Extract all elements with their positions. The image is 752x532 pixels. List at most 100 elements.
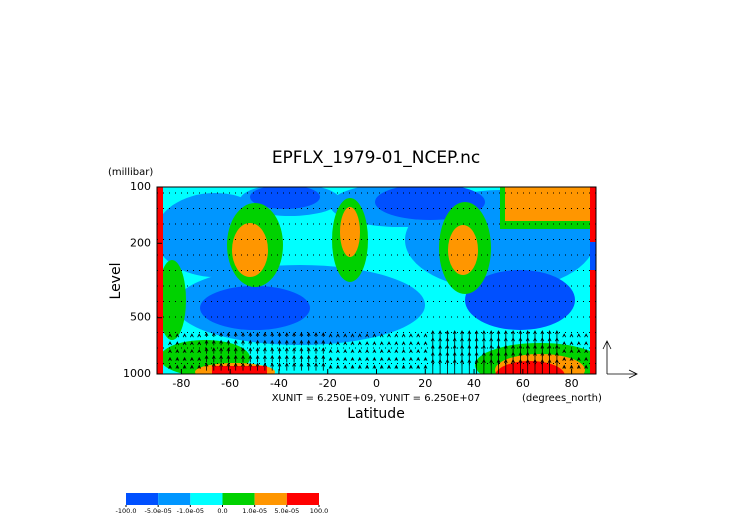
vector-arrow xyxy=(343,364,348,369)
contour-region xyxy=(200,286,310,330)
vector-arrow xyxy=(372,333,377,338)
vector-note: XUNIT = 6.250E+09, YUNIT = 6.250E+07 xyxy=(272,393,481,404)
vector-arrow xyxy=(569,333,574,338)
vector-arrow xyxy=(584,364,588,369)
vector-arrow xyxy=(248,354,253,363)
vector-arrow xyxy=(401,364,406,369)
x-tick-label: 20 xyxy=(418,377,432,390)
vector-arrow xyxy=(277,354,282,363)
vector-arrow xyxy=(387,356,391,361)
vector-arrow xyxy=(547,358,552,375)
vector-arrow xyxy=(182,333,187,338)
vector-arrow xyxy=(255,339,260,346)
vector-arrow xyxy=(409,364,413,369)
vector-arrow xyxy=(219,339,223,346)
vector-arrow xyxy=(343,356,348,361)
vector-arrow xyxy=(445,358,450,375)
vector-arrow xyxy=(255,362,260,371)
vector-arrow xyxy=(190,341,194,346)
reference-arrow-x xyxy=(607,369,638,379)
vector-arrow xyxy=(248,347,253,354)
vector-arrow xyxy=(314,362,318,371)
vector-arrow xyxy=(372,364,377,369)
vector-arrow xyxy=(569,364,574,369)
vector-arrow xyxy=(219,332,223,337)
vector-arrow xyxy=(211,332,216,337)
contour-region xyxy=(158,260,186,340)
vector-arrow xyxy=(284,347,289,354)
contour-region xyxy=(340,207,360,257)
vector-arrow xyxy=(489,358,494,375)
vector-arrow xyxy=(416,356,421,361)
vector-arrow xyxy=(168,364,172,369)
vector-arrow xyxy=(292,332,296,337)
vector-arrow xyxy=(452,358,457,375)
vector-arrow xyxy=(168,341,172,346)
vector-arrow xyxy=(336,356,340,361)
vector-arrow xyxy=(263,362,267,371)
vector-arrow xyxy=(219,362,223,371)
colorbar-label: -100.0 xyxy=(116,507,137,515)
vector-arrow xyxy=(241,339,245,346)
vector-arrow xyxy=(197,364,202,369)
vector-arrow xyxy=(211,362,216,371)
vector-arrow xyxy=(423,333,428,338)
vector-arrow xyxy=(372,348,377,354)
vector-arrow xyxy=(314,332,318,337)
x-tick-label: 80 xyxy=(565,377,579,390)
x-tick-label: 60 xyxy=(516,377,530,390)
colorbar-label: 1.0e-05 xyxy=(242,507,267,515)
x-tick-label: -60 xyxy=(221,377,239,390)
contour-region xyxy=(465,270,575,330)
colorbar-label: -1.0e-05 xyxy=(177,507,204,515)
contour-region xyxy=(250,187,320,209)
vector-arrow xyxy=(306,339,311,346)
vector-arrow xyxy=(284,332,289,337)
vector-arrow xyxy=(233,347,238,354)
vector-arrow xyxy=(306,362,311,371)
y-tick-label: 200 xyxy=(130,236,151,249)
x-tick-label: 40 xyxy=(467,377,481,390)
vector-arrow xyxy=(387,348,391,354)
vector-arrow xyxy=(401,333,406,338)
vector-arrow xyxy=(336,341,340,346)
vector-arrow xyxy=(197,356,202,361)
vector-arrow xyxy=(365,348,369,354)
colorbar-label: 5.0e-05 xyxy=(274,507,299,515)
vector-arrow xyxy=(423,356,428,361)
vector-arrow xyxy=(182,348,187,354)
x-tick-label: 0 xyxy=(373,377,380,390)
y-axis-label: Level xyxy=(108,263,124,300)
vector-arrow xyxy=(277,347,282,354)
vector-arrow xyxy=(321,362,326,371)
vector-arrow xyxy=(321,347,326,354)
vector-arrow xyxy=(394,333,399,338)
vector-arrow xyxy=(328,333,333,338)
vector-arrow xyxy=(372,356,377,361)
vector-arrow xyxy=(263,332,267,337)
vector-arrow xyxy=(190,356,194,361)
vector-arrow xyxy=(416,348,421,354)
vector-arrow xyxy=(409,341,413,346)
vector-arrow xyxy=(460,358,464,375)
vector-arrow xyxy=(409,333,413,338)
vector-arrow xyxy=(182,356,187,361)
vector-arrow xyxy=(365,364,369,369)
vector-arrow xyxy=(211,339,216,346)
vector-arrow xyxy=(277,339,282,346)
vector-arrow xyxy=(328,348,333,354)
vector-arrow xyxy=(576,356,581,361)
vector-arrow xyxy=(416,341,421,346)
vector-arrow xyxy=(233,332,238,337)
vector-arrow xyxy=(299,347,304,354)
vector-arrow xyxy=(401,348,406,354)
colorbar-box xyxy=(190,493,223,505)
vector-arrow xyxy=(562,348,567,354)
vector-arrow xyxy=(430,358,435,375)
vector-arrow xyxy=(467,358,472,375)
vector-arrow xyxy=(584,356,588,361)
vector-arrow xyxy=(357,364,362,369)
vector-arrow xyxy=(292,347,296,354)
vector-arrow xyxy=(584,341,588,346)
